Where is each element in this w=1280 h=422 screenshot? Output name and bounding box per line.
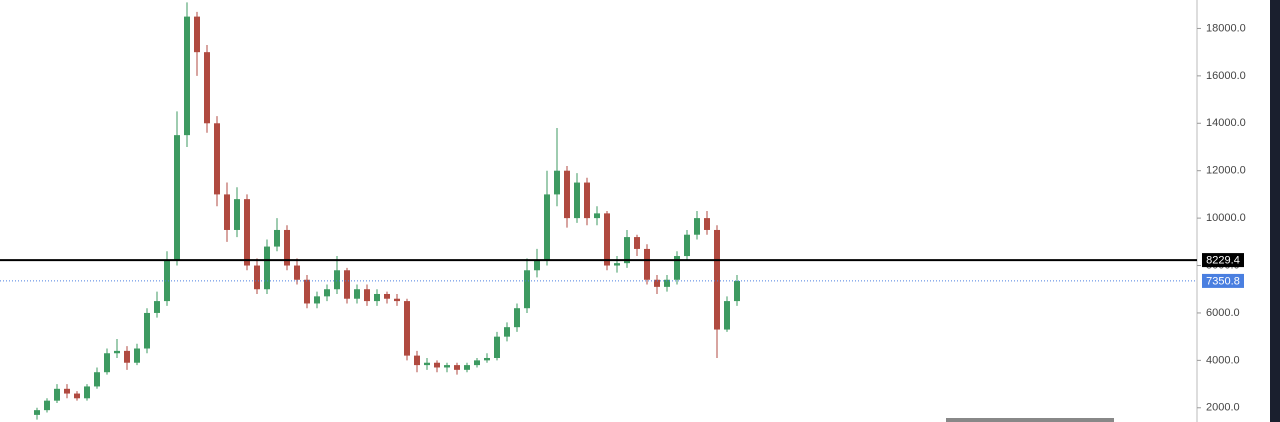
candle-body	[564, 170, 570, 219]
candle-body	[544, 194, 550, 261]
candle-body	[164, 260, 170, 302]
candle-body	[364, 289, 370, 302]
y-tick-label: 4000.0	[1206, 354, 1240, 366]
candle-body	[504, 327, 510, 337]
candle-body	[184, 16, 190, 136]
candle-body	[484, 357, 490, 361]
candle-body	[264, 246, 270, 290]
scrollbar[interactable]	[946, 418, 1114, 422]
candle-body	[464, 365, 470, 370]
candle-body	[454, 365, 460, 370]
candle-body	[704, 218, 710, 230]
candle-body	[394, 298, 400, 302]
candle-body	[214, 123, 220, 195]
y-tick-label: 6000.0	[1206, 307, 1240, 319]
candle-body	[514, 308, 520, 328]
candle-body	[444, 365, 450, 368]
candle-body	[74, 393, 80, 399]
candle-body	[224, 194, 230, 230]
candle-body	[734, 280, 740, 302]
candle-body	[314, 296, 320, 304]
price-label: 7350.8	[1206, 275, 1240, 287]
candle-body	[204, 52, 210, 124]
candle-body	[64, 388, 70, 394]
candle-body	[234, 199, 240, 230]
candle-body	[714, 229, 720, 330]
candle-body	[94, 372, 100, 387]
candle-body	[104, 353, 110, 373]
candle-body	[134, 348, 140, 363]
candle-body	[344, 270, 350, 299]
candle-body	[434, 362, 440, 368]
candle-body	[624, 237, 630, 264]
candle-body	[304, 279, 310, 304]
y-tick-label: 10000.0	[1206, 212, 1246, 224]
price-label-box	[1202, 273, 1244, 288]
candle-body	[634, 237, 640, 249]
candle-body	[354, 289, 360, 299]
candle-body	[614, 263, 620, 266]
candle-body	[534, 260, 540, 271]
candle-body	[34, 410, 40, 415]
candle-body	[124, 350, 130, 363]
price-label: 8229.4	[1206, 254, 1240, 266]
candle-body	[404, 301, 410, 356]
y-tick-label: 2000.0	[1206, 402, 1240, 414]
candle-body	[244, 199, 250, 266]
candle-body	[694, 218, 700, 235]
candle-body	[494, 336, 500, 358]
candle-body	[374, 293, 380, 302]
candle-body	[644, 248, 650, 280]
candle-body	[414, 355, 420, 366]
candle-body	[274, 229, 280, 247]
candle-body	[194, 16, 200, 53]
y-tick-label: 16000.0	[1206, 70, 1246, 82]
candle-body	[324, 289, 330, 297]
candle-body	[114, 350, 120, 354]
y-tick-label: 12000.0	[1206, 165, 1246, 177]
candle-body	[474, 360, 480, 366]
candle-body	[674, 256, 680, 280]
candle-body	[84, 386, 90, 399]
candle-body	[664, 279, 670, 287]
candle-body	[594, 213, 600, 219]
candle-body	[524, 270, 530, 309]
candle-body	[154, 301, 160, 313]
candle-body	[284, 229, 290, 266]
y-tick-label: 18000.0	[1206, 22, 1246, 34]
candle-body	[554, 170, 560, 195]
candle-body	[584, 182, 590, 219]
candle-body	[384, 293, 390, 299]
candle-body	[144, 312, 150, 349]
candle-body	[654, 279, 660, 287]
candle-body	[294, 265, 300, 280]
y-tick-label: 14000.0	[1206, 117, 1246, 129]
price-label-box	[1202, 253, 1244, 268]
candle-body	[684, 234, 690, 257]
candle-body	[254, 265, 260, 290]
candle-body	[54, 388, 60, 401]
candle-body	[604, 213, 610, 266]
candle-body	[574, 182, 580, 219]
candle-body	[424, 362, 430, 366]
candle-body	[724, 301, 730, 330]
window-edge	[1270, 0, 1280, 422]
candle-body	[334, 270, 340, 290]
candle-body	[44, 400, 50, 411]
candle-body	[174, 135, 180, 261]
